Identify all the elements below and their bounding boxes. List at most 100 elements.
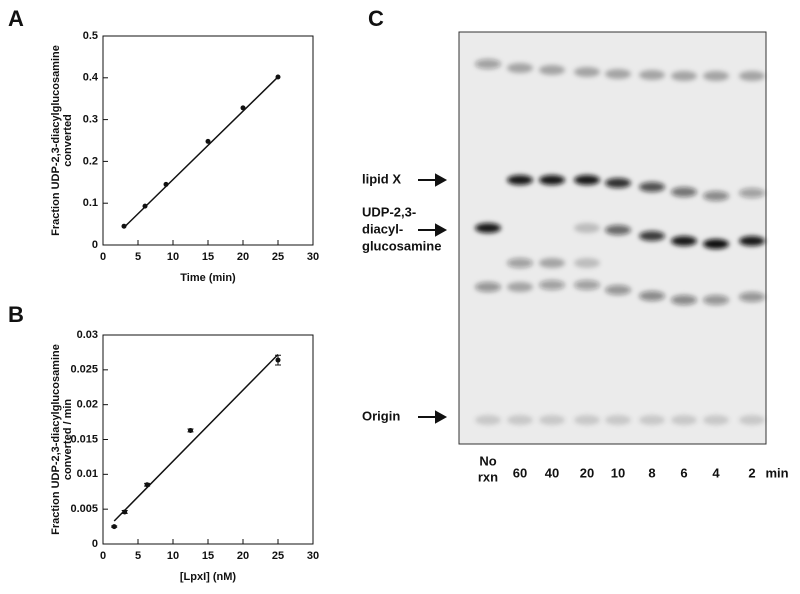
- data-point: [275, 357, 281, 363]
- data-point: [122, 509, 128, 515]
- gel-band: [703, 295, 729, 305]
- data-point: [188, 427, 193, 433]
- x-tick-label: 30: [307, 251, 319, 263]
- gel-band: [574, 175, 600, 185]
- gel-band: [507, 282, 533, 292]
- x-tick-label: 20: [237, 251, 249, 263]
- gel-band: [574, 280, 600, 290]
- gel-band: [475, 415, 501, 425]
- y-tick-label: 0.005: [70, 503, 98, 515]
- lane-label: 2: [748, 465, 755, 480]
- x-tick-label: 15: [202, 251, 214, 263]
- gel-band: [539, 415, 565, 425]
- gel-band: [671, 295, 697, 305]
- gel-band: [605, 178, 631, 188]
- gel-band: [739, 415, 765, 425]
- gel-band: [475, 282, 501, 292]
- fit-line: [113, 353, 279, 522]
- gel-band: [539, 175, 565, 185]
- x-tick-label: 30: [307, 550, 319, 562]
- gel-band: [605, 69, 631, 79]
- gel-band: [507, 258, 533, 268]
- gel-band: [507, 415, 533, 425]
- data-point: [111, 524, 117, 530]
- plot-frame: [102, 334, 314, 545]
- y-tick-label: 0.4: [83, 72, 99, 84]
- x-axis-label: [LpxI] (nM): [180, 571, 237, 583]
- y-tick-label: 0: [92, 538, 98, 550]
- gel-band: [574, 415, 600, 425]
- gel-band: [475, 59, 501, 69]
- lane-unit: min: [765, 465, 788, 480]
- x-tick-label: 5: [135, 550, 141, 562]
- band-label: diacyl-: [362, 221, 403, 236]
- x-tick-label: 10: [167, 550, 179, 562]
- gel-band: [671, 71, 697, 81]
- fit-line: [123, 76, 279, 228]
- gel-band: [703, 239, 729, 249]
- gel-band: [739, 188, 765, 198]
- x-axis-label: Time (min): [180, 272, 236, 284]
- gel-band: [539, 258, 565, 268]
- gel-band: [605, 225, 631, 235]
- gel-band: [739, 71, 765, 81]
- gel-band: [605, 415, 631, 425]
- y-tick-label: 0.025: [70, 364, 98, 376]
- y-tick-label: 0.5: [83, 30, 98, 42]
- arrow: [418, 410, 448, 424]
- x-tick-label: 5: [135, 251, 141, 263]
- gel-band: [539, 280, 565, 290]
- lane-label: 60: [513, 465, 527, 480]
- x-tick-label: 20: [237, 550, 249, 562]
- band-label: glucosamine: [362, 238, 441, 253]
- gel-band: [703, 71, 729, 81]
- gel-band: [639, 182, 665, 192]
- y-axis-label: converted: [62, 114, 74, 167]
- data-point: [121, 223, 127, 229]
- y-axis-label: converted / min: [62, 399, 74, 481]
- x-tick-label: 15: [202, 550, 214, 562]
- data-point: [142, 203, 148, 209]
- data-point: [275, 74, 281, 80]
- lane-label: 10: [611, 465, 625, 480]
- gel-band: [671, 187, 697, 197]
- gel-band: [739, 236, 765, 246]
- y-tick-label: 0.1: [83, 197, 98, 209]
- lane-label: 20: [580, 465, 594, 480]
- y-tick-label: 0.015: [70, 433, 98, 445]
- y-tick-label: 0: [92, 239, 98, 251]
- panel-label: B: [8, 302, 24, 327]
- lane-label: rxn: [478, 469, 498, 484]
- gel-band: [671, 415, 697, 425]
- gel-band: [605, 285, 631, 295]
- lane-label: 8: [648, 465, 655, 480]
- x-tick-label: 10: [167, 251, 179, 263]
- data-point: [240, 105, 246, 111]
- gel-band: [639, 70, 665, 80]
- y-tick-label: 0.2: [83, 155, 98, 167]
- data-point: [144, 482, 150, 488]
- band-label: Origin: [362, 408, 400, 423]
- x-tick-label: 0: [100, 251, 106, 263]
- arrow: [418, 173, 448, 187]
- gel-band: [507, 175, 533, 185]
- gel-band: [703, 191, 729, 201]
- band-label: lipid X: [362, 171, 401, 186]
- gel-band: [539, 65, 565, 75]
- gel-bands: [475, 59, 765, 425]
- gel-band: [739, 292, 765, 302]
- x-tick-label: 0: [100, 550, 106, 562]
- y-tick-label: 0.03: [77, 329, 98, 341]
- gel-band: [671, 236, 697, 246]
- gel-band: [574, 258, 600, 268]
- lane-label: 40: [545, 465, 559, 480]
- gel-band: [507, 63, 533, 73]
- gel-band: [574, 67, 600, 77]
- band-label: UDP-2,3-: [362, 204, 416, 219]
- x-tick-label: 25: [272, 251, 284, 263]
- panel-label: A: [8, 6, 24, 31]
- data-point: [205, 138, 211, 144]
- y-tick-label: 0.01: [77, 468, 98, 480]
- arrow: [418, 223, 448, 237]
- gel-band: [703, 415, 729, 425]
